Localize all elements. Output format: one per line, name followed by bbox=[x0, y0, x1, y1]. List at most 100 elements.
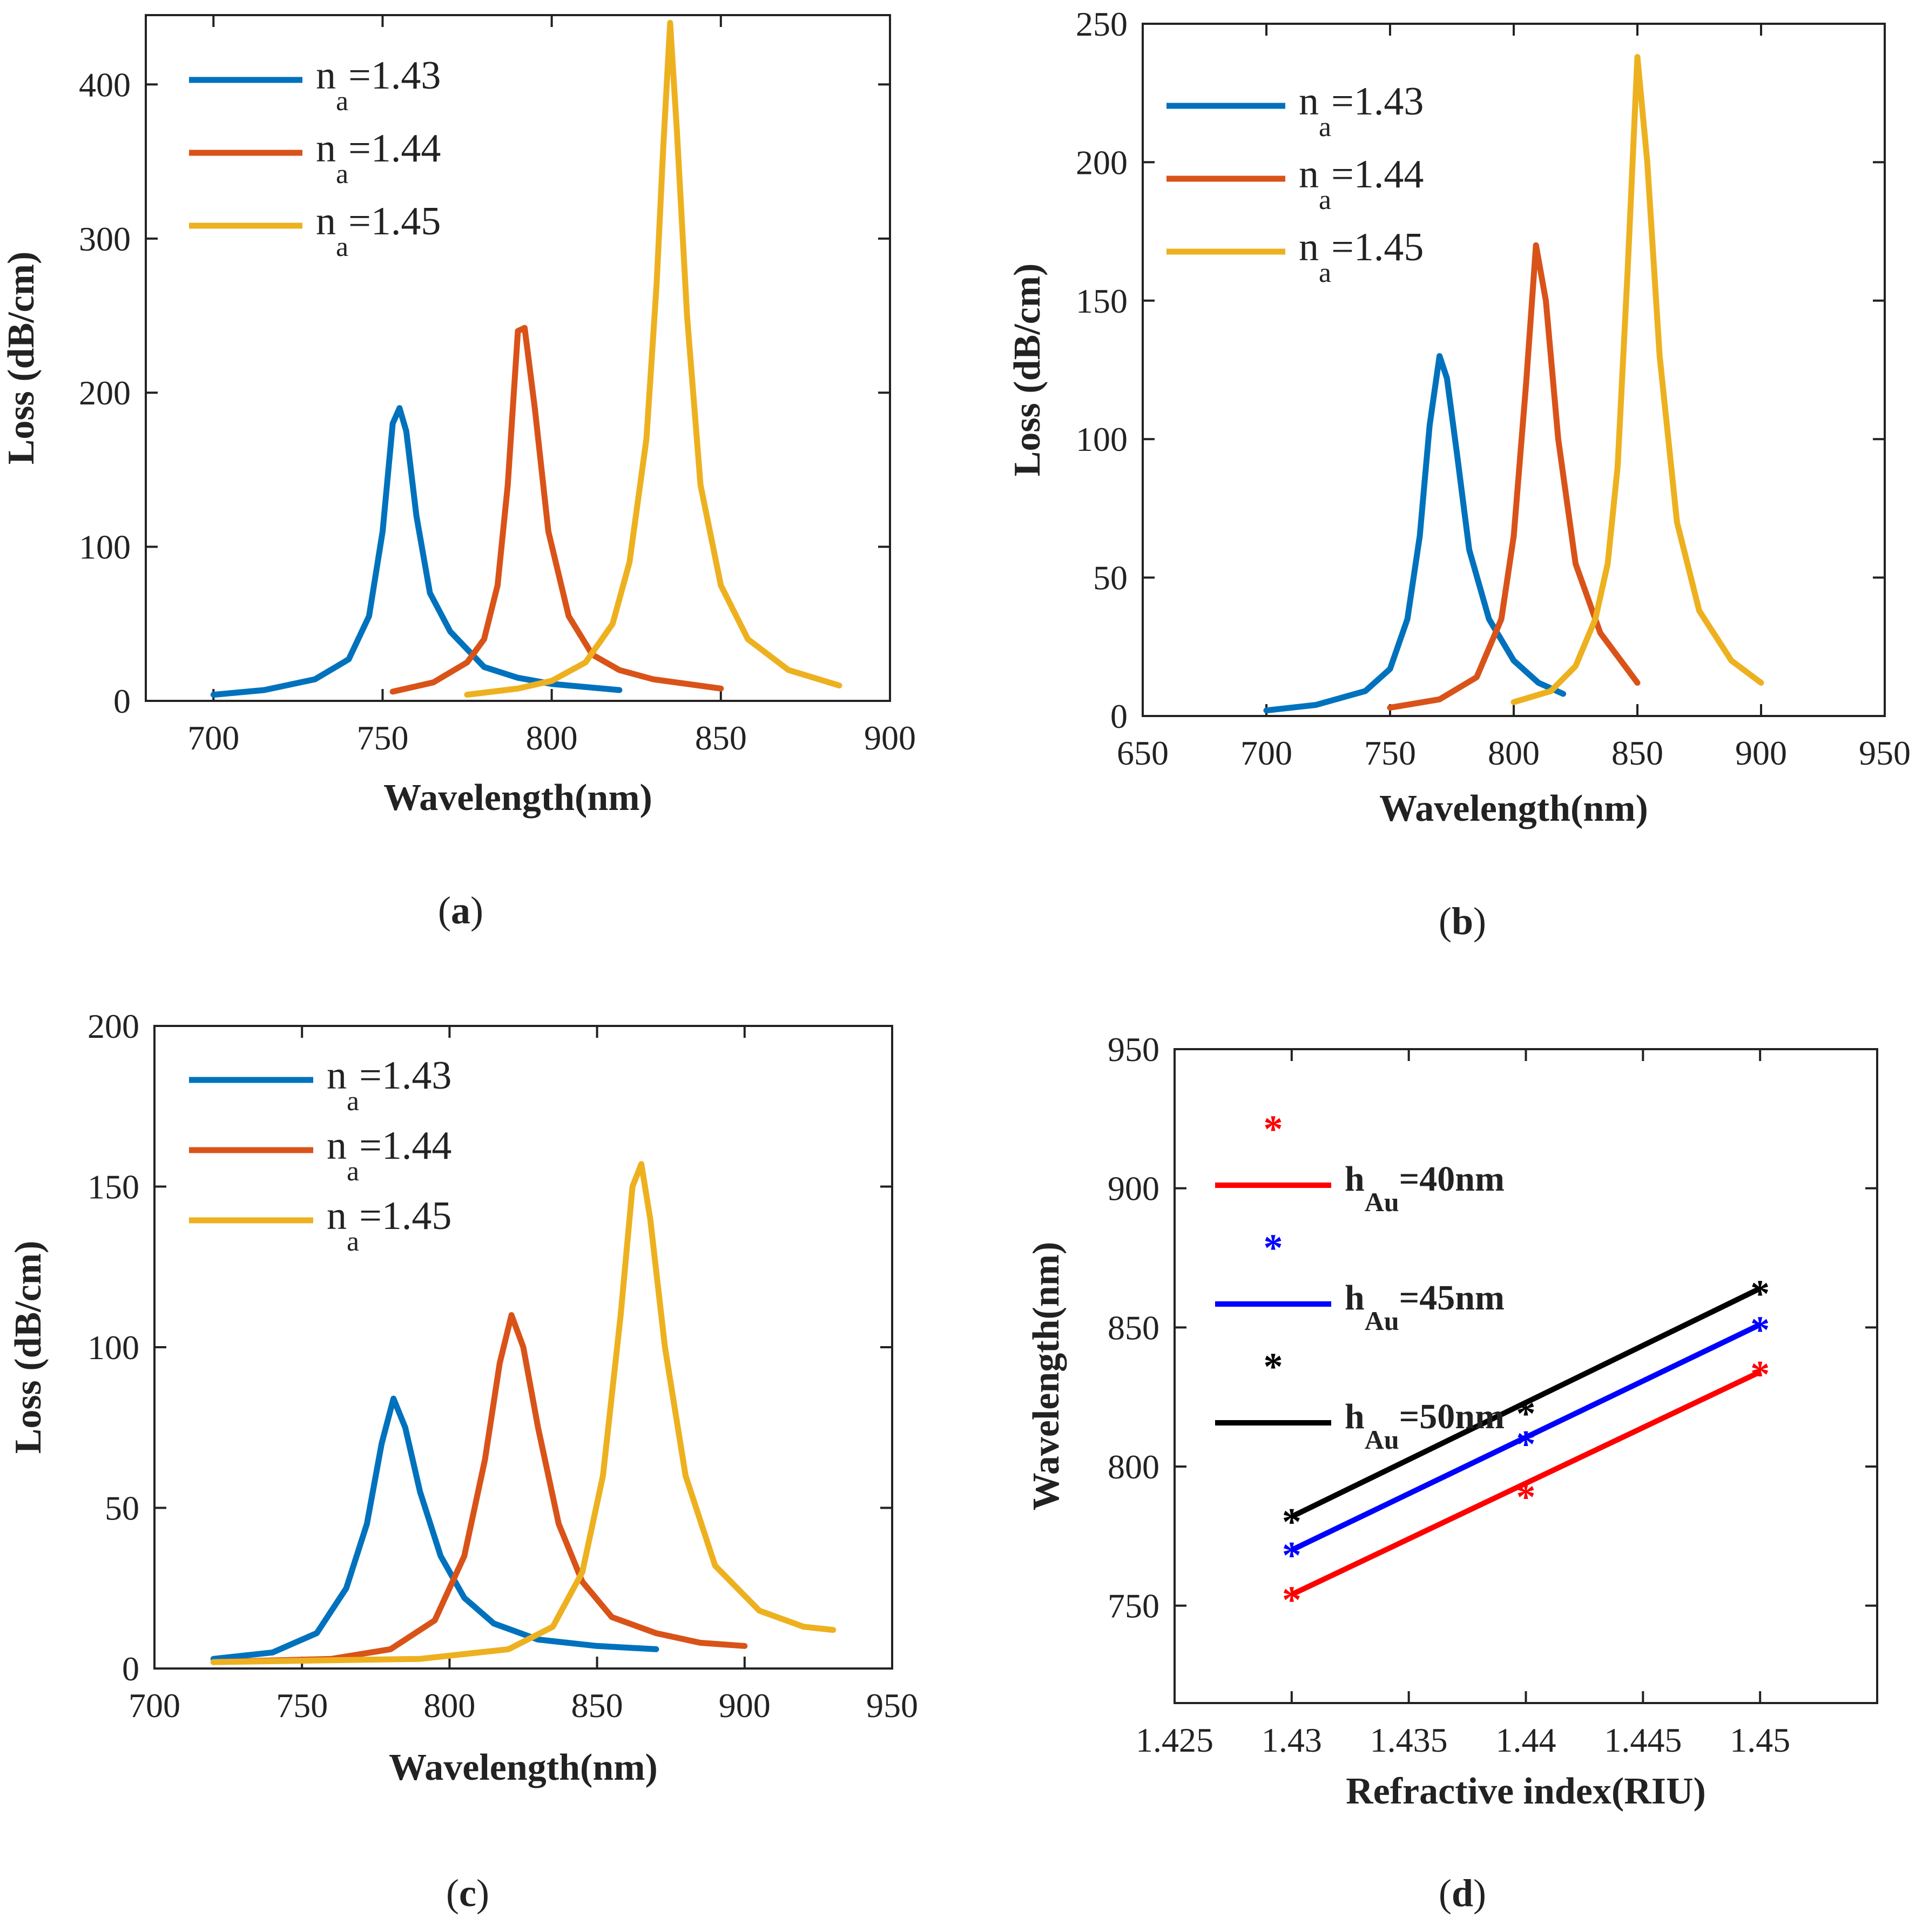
legend-sub: Au bbox=[1365, 1424, 1399, 1455]
fit-line-2 bbox=[1290, 1286, 1762, 1519]
data-point-1: * bbox=[1750, 1308, 1770, 1352]
legend-entry-0: na=1.43 bbox=[316, 53, 441, 117]
panel-d: 1.425 1.43 1.435 1.44 1.445 1.45 750 800 850 900 9… bbox=[1026, 1030, 1878, 1915]
legend-sub: Au bbox=[1365, 1187, 1399, 1217]
y-tick-label: 50 bbox=[1093, 559, 1128, 597]
legend-base: n bbox=[327, 1053, 347, 1098]
series-line-a-2 bbox=[464, 19, 842, 698]
legend-sub: a bbox=[1319, 258, 1331, 288]
panel-b: 650 700 750 800 850 900 950 0 50 100 150 200 250 Wave… bbox=[1007, 5, 1911, 943]
x-tick-label: 750 bbox=[1364, 734, 1416, 772]
x-tick-label: 700 bbox=[129, 1686, 180, 1725]
legend-d: *hAu=40nm*hAu=45nm*hAu=50nm bbox=[1215, 1107, 1505, 1455]
panel-caption-c: (c) bbox=[446, 1872, 489, 1915]
legend-entry-2: na=1.45 bbox=[327, 1194, 451, 1257]
legend-base: n bbox=[1299, 225, 1319, 269]
fit-line-0 bbox=[1290, 1369, 1762, 1597]
x-tick-label: 900 bbox=[719, 1686, 771, 1725]
y-tick-label: 400 bbox=[79, 65, 131, 104]
legend-rest: =45nm bbox=[1399, 1278, 1505, 1318]
caption-letter: b bbox=[1452, 900, 1473, 943]
x-tick-label: 1.425 bbox=[1136, 1721, 1213, 1759]
y-tick-label: 900 bbox=[1108, 1170, 1159, 1208]
series-line-c-2 bbox=[210, 1161, 837, 1665]
x-tick-label: 850 bbox=[571, 1686, 623, 1725]
x-tick-label: 800 bbox=[1488, 734, 1540, 772]
data-point-1: * bbox=[1516, 1422, 1536, 1465]
legend-entry-2: na=1.45 bbox=[1299, 225, 1424, 288]
legend-marker-1: * bbox=[1264, 1226, 1283, 1269]
legend-entry-1: na=1.44 bbox=[1299, 152, 1424, 215]
legend-base: n bbox=[316, 199, 336, 244]
legend-base: n bbox=[316, 53, 336, 98]
legend-rest: =40nm bbox=[1399, 1159, 1505, 1199]
x-tick-label: 750 bbox=[356, 719, 408, 757]
series-line-b-2 bbox=[1510, 54, 1764, 705]
x-tick-label: 1.43 bbox=[1262, 1721, 1322, 1759]
legend-rest: =1.43 bbox=[1331, 79, 1424, 124]
y-tick-label: 200 bbox=[79, 374, 131, 412]
legend-base: n bbox=[1299, 152, 1319, 197]
y-tick-label: 0 bbox=[113, 682, 131, 720]
legend-rest: =1.43 bbox=[348, 53, 441, 98]
plot-frame-b bbox=[1142, 23, 1886, 717]
legend-sub: Au bbox=[1365, 1306, 1399, 1336]
x-tick-label: 850 bbox=[1611, 734, 1663, 772]
data-point-0: * bbox=[1516, 1475, 1536, 1518]
x-tick-label: 700 bbox=[187, 719, 239, 757]
y-tick-label: 0 bbox=[122, 1650, 139, 1688]
y-tick-label: 150 bbox=[87, 1168, 139, 1206]
data-point-2: * bbox=[1750, 1272, 1770, 1315]
y-tick-label: 850 bbox=[1108, 1308, 1159, 1347]
y-tick-label: 250 bbox=[1076, 5, 1128, 43]
fit-line-1 bbox=[1290, 1322, 1762, 1553]
legend-marker-2: * bbox=[1264, 1345, 1283, 1388]
legend-sub: a bbox=[347, 1086, 359, 1117]
y-tick-label: 50 bbox=[105, 1489, 139, 1528]
caption-close: ) bbox=[470, 889, 483, 932]
y-tick-label: 200 bbox=[1076, 143, 1128, 181]
y-tick-label: 100 bbox=[87, 1328, 139, 1367]
caption-open: ( bbox=[446, 1872, 459, 1915]
y-tick-label: 100 bbox=[1076, 420, 1128, 458]
legend-base: h bbox=[1345, 1397, 1365, 1436]
legend-entry-1: hAu=45nm bbox=[1345, 1278, 1505, 1336]
x-axis-label: Wavelength(nm) bbox=[389, 1747, 658, 1788]
y-tick-label: 100 bbox=[79, 528, 131, 566]
y-axis-label: Wavelength(nm) bbox=[1026, 1242, 1067, 1511]
x-tick-label: 650 bbox=[1117, 734, 1169, 772]
x-tick-label: 950 bbox=[866, 1686, 918, 1725]
y-axis-label: Loss (dB/cm) bbox=[1007, 264, 1048, 477]
data-point-2: * bbox=[1516, 1392, 1536, 1435]
legend-entry-2: na=1.45 bbox=[316, 199, 441, 262]
y-tick-label: 750 bbox=[1108, 1587, 1159, 1625]
x-tick-label: 1.445 bbox=[1604, 1721, 1682, 1759]
series-line-b-0 bbox=[1263, 353, 1567, 714]
legend-rest: =1.45 bbox=[1331, 225, 1424, 269]
caption-letter: d bbox=[1452, 1872, 1473, 1915]
caption-close: ) bbox=[1473, 900, 1486, 943]
y-axis-label: Loss (dB/cm) bbox=[1, 252, 42, 465]
y-tick-label: 800 bbox=[1108, 1448, 1159, 1486]
legend-sub: a bbox=[1319, 185, 1331, 215]
x-axis-label: Wavelength(nm) bbox=[383, 777, 652, 819]
legend-rest: =1.45 bbox=[359, 1194, 451, 1238]
legend-base: n bbox=[327, 1124, 347, 1168]
x-tick-label: 700 bbox=[1240, 734, 1292, 772]
legend-marker-0: * bbox=[1264, 1107, 1283, 1151]
data-point-2: * bbox=[1282, 1501, 1301, 1544]
data-point-0: * bbox=[1282, 1578, 1301, 1622]
legend-rest: =50nm bbox=[1399, 1397, 1505, 1436]
data-point-0: * bbox=[1750, 1353, 1770, 1396]
y-axis-label: Loss (dB/cm) bbox=[8, 1241, 49, 1454]
series-line-c-1 bbox=[210, 1312, 748, 1665]
legend-sub: a bbox=[336, 86, 348, 117]
legend-base: n bbox=[316, 126, 336, 171]
x-tick-label: 800 bbox=[526, 719, 578, 757]
y-tick-label: 0 bbox=[1110, 697, 1128, 735]
legend-base: n bbox=[1299, 79, 1319, 124]
legend-rest: =1.44 bbox=[1331, 152, 1424, 197]
x-axis-label: Refractive index(RIU) bbox=[1346, 1771, 1706, 1812]
